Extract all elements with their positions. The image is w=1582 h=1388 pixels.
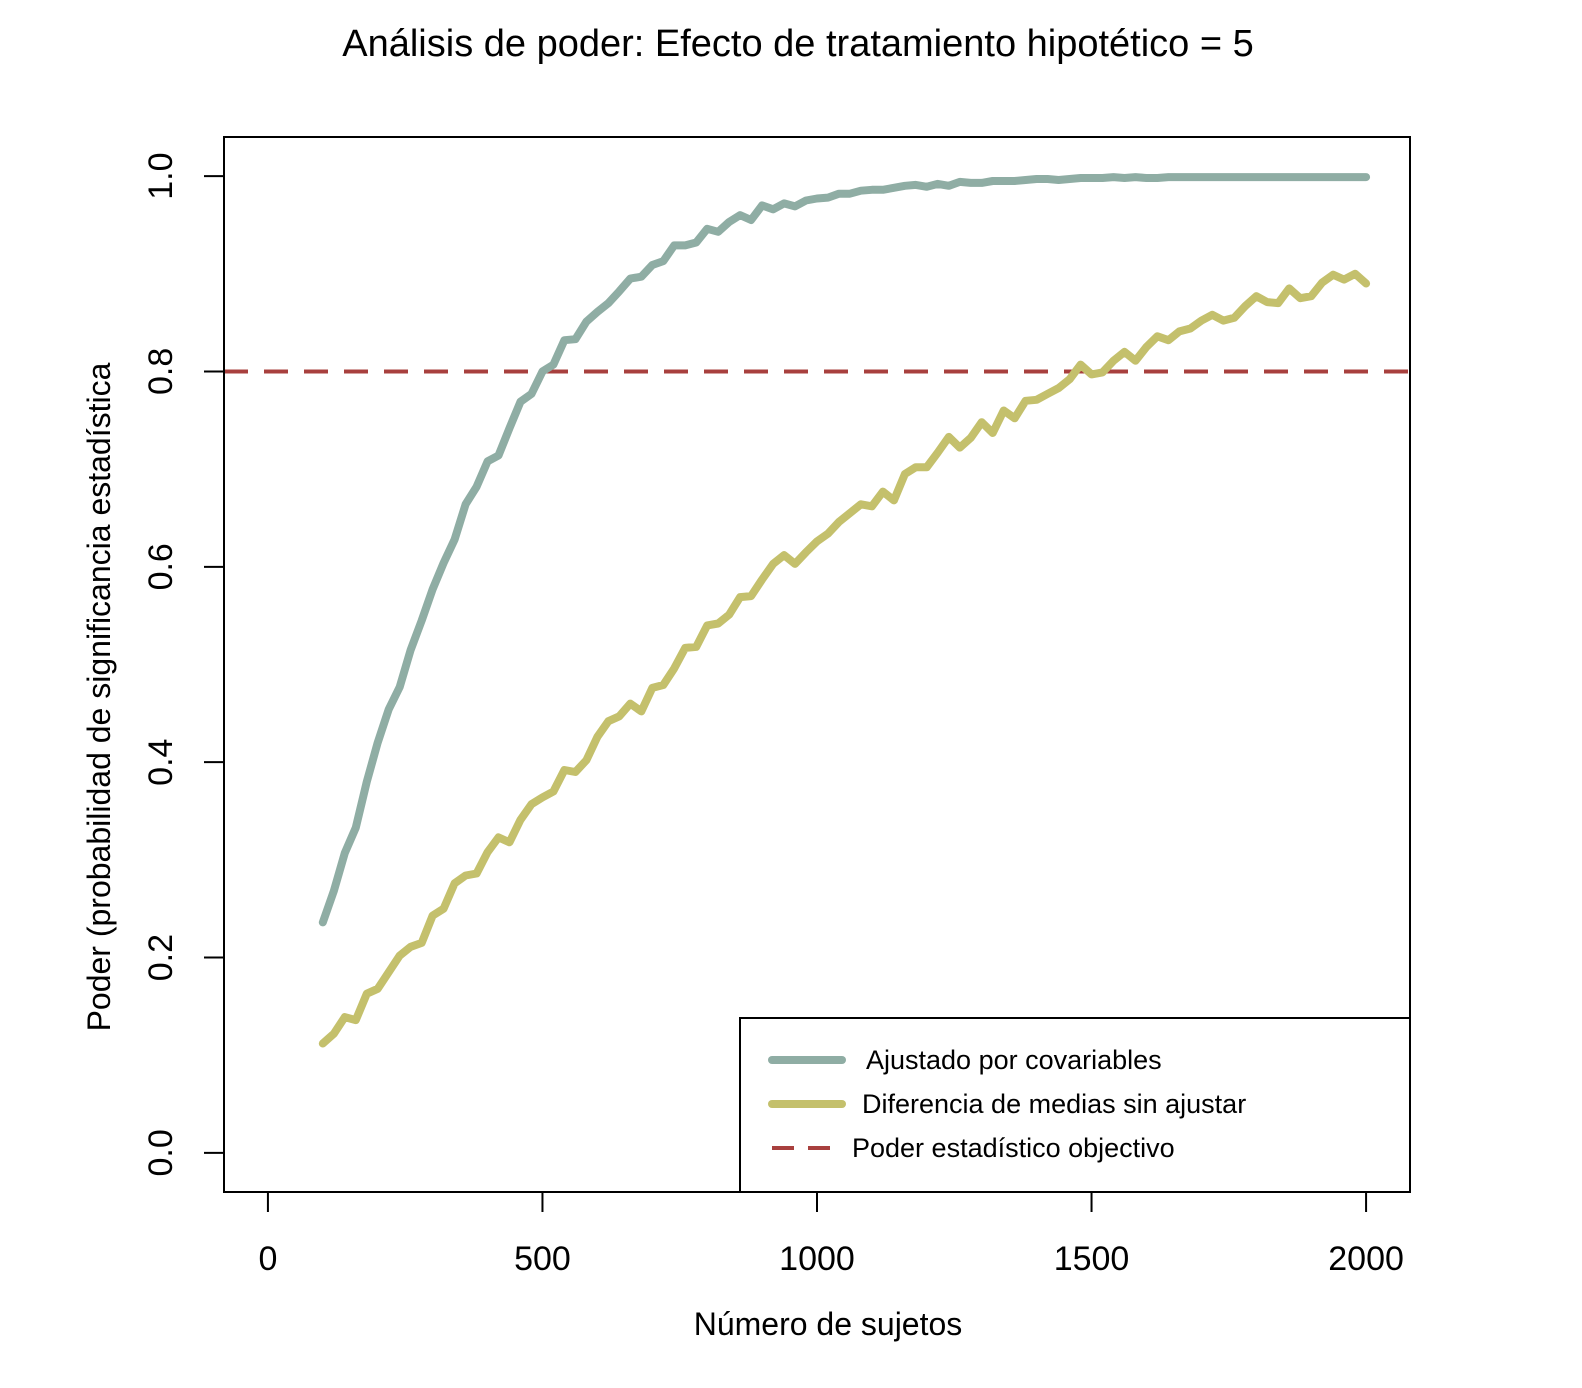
y-tick-label: 0.4 <box>142 739 180 786</box>
y-tick-label: 0.0 <box>142 1129 180 1176</box>
x-tick-label: 0 <box>258 1240 277 1278</box>
y-tick-label: 0.2 <box>142 934 180 981</box>
y-tick-label: 0.8 <box>142 348 180 395</box>
legend-label-covariate-adjusted: Ajustado por covariables <box>866 1045 1162 1075</box>
x-tick-label: 1000 <box>779 1240 855 1278</box>
x-tick-label: 2000 <box>1328 1240 1404 1278</box>
legend-label-target-power: Poder estadístico objectivo <box>852 1133 1175 1163</box>
y-tick-label: 1.0 <box>142 152 180 199</box>
legend-box <box>739 1017 1411 1193</box>
series-line-0 <box>318 173 1371 927</box>
x-tick-label: 1500 <box>1054 1240 1130 1278</box>
y-tick-label: 0.6 <box>142 543 180 590</box>
legend-label-unadjusted-difference: Diferencia de medias sin ajustar <box>862 1089 1246 1119</box>
legend: Ajustado por covariables Diferencia de m… <box>739 1017 1411 1193</box>
series-line-1 <box>318 269 1371 1048</box>
x-tick-label: 500 <box>514 1240 571 1278</box>
x-axis-label: Número de sujetos <box>694 1306 963 1342</box>
series-layer <box>318 173 1371 1048</box>
y-axis-label: Poder (probabilidad de significancia est… <box>81 362 117 1031</box>
x-axis: 0 500 1000 1500 2000 <box>258 1191 1404 1278</box>
chart-title: Análisis de poder: Efecto de tratamiento… <box>342 23 1254 65</box>
y-axis: 0.0 0.2 0.4 0.6 0.8 1.0 <box>142 152 225 1177</box>
